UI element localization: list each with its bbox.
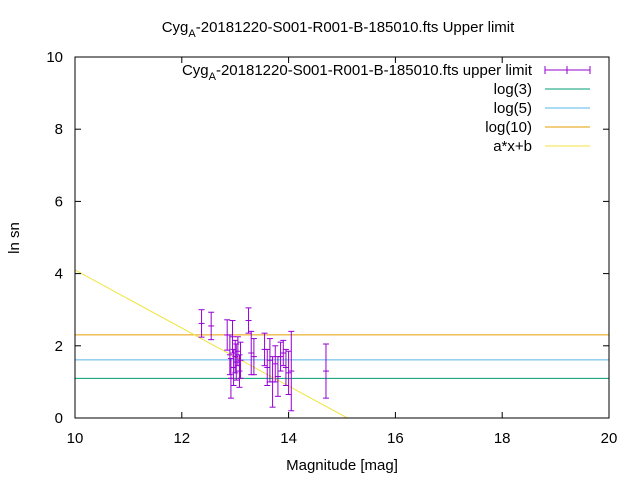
x-tick-label: 12 — [173, 430, 190, 447]
chart-title: CygA-20181220-S001-R001-B-185010.fts Upp… — [162, 19, 515, 40]
legend: CygA-20181220-S001-R001-B-185010.fts upp… — [182, 62, 591, 155]
x-axis: 10 12 14 16 18 20 — [67, 57, 618, 447]
data-point — [232, 339, 239, 374]
data-point — [229, 320, 236, 354]
data-point — [285, 350, 292, 396]
y-tick-label: 4 — [55, 266, 63, 283]
y-tick-label: 6 — [55, 193, 63, 210]
y-tick-label: 2 — [55, 338, 63, 355]
data-point — [288, 330, 295, 412]
data-point — [250, 338, 257, 376]
x-tick-label: 20 — [601, 430, 618, 447]
data-point — [226, 334, 233, 376]
data-point — [282, 348, 289, 387]
plot-frame — [74, 56, 610, 419]
y-axis-label: ln sn — [6, 222, 23, 254]
data-point — [245, 307, 252, 334]
legend-label-log10: log(10) — [485, 119, 532, 136]
plot-series-layer — [75, 269, 609, 418]
x-tick-label: 18 — [494, 430, 511, 447]
data-point — [264, 348, 271, 387]
data-point — [277, 341, 284, 372]
y-tick-label: 8 — [55, 121, 63, 138]
x-axis-label: Magnitude [mag] — [286, 457, 398, 474]
data-point — [322, 343, 329, 399]
legend-label-points: CygA-20181220-S001-R001-B-185010.fts upp… — [182, 62, 533, 83]
y-axis: 0 2 4 6 8 10 — [46, 49, 609, 427]
x-tick-label: 10 — [67, 430, 84, 447]
y-tick-label: 10 — [46, 49, 63, 66]
data-point — [237, 341, 244, 379]
x-tick-label: 16 — [387, 430, 404, 447]
data-point — [208, 311, 215, 341]
data-point — [198, 309, 205, 338]
legend-label-fit: a*x+b — [493, 138, 532, 155]
x-tick-label: 14 — [280, 430, 297, 447]
series-line-fit — [75, 269, 348, 418]
data-point — [272, 345, 279, 383]
legend-label-log5: log(5) — [494, 100, 532, 117]
y-tick-label: 0 — [55, 410, 63, 427]
data-point — [280, 339, 287, 367]
data-point — [227, 357, 234, 399]
legend-label-log3: log(3) — [494, 81, 532, 98]
